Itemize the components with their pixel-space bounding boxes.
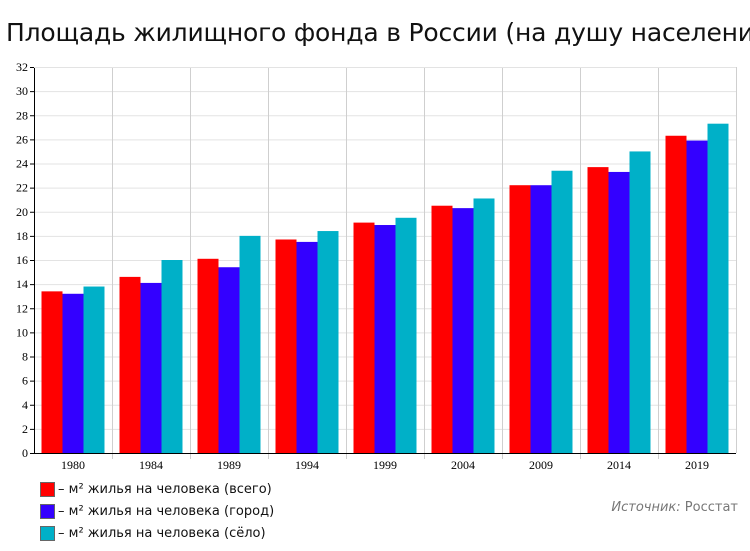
bar xyxy=(707,123,729,453)
bar xyxy=(296,241,318,453)
bar xyxy=(587,167,609,453)
legend-label-village: – м² жилья на человека (сёло) xyxy=(58,525,266,541)
bar xyxy=(431,205,453,453)
y-tick-label: 30 xyxy=(16,84,28,98)
bar xyxy=(665,135,687,453)
bar xyxy=(119,276,141,453)
y-tick-label: 2 xyxy=(22,422,28,436)
bar xyxy=(41,291,63,453)
y-tick-label: 12 xyxy=(16,301,28,315)
y-tick-label: 20 xyxy=(16,205,28,219)
bar xyxy=(473,198,495,453)
y-tick-label: 16 xyxy=(16,253,28,267)
legend-item-city: – м² жилья на человека (город) xyxy=(40,500,274,522)
legend-swatch-total xyxy=(40,481,55,497)
y-tick-label: 4 xyxy=(22,398,28,412)
bar xyxy=(509,185,531,453)
source-value: Росстат xyxy=(684,500,738,515)
y-tick-label: 28 xyxy=(16,108,28,122)
bar xyxy=(530,185,552,453)
y-tick-label: 8 xyxy=(22,350,28,364)
bar xyxy=(218,267,240,453)
y-tick-label: 22 xyxy=(16,181,28,195)
bar xyxy=(374,225,396,453)
y-tick-label: 24 xyxy=(16,157,28,171)
bar xyxy=(452,208,474,453)
legend-label-total: – м² жилья на человека (всего) xyxy=(58,481,272,497)
bar xyxy=(140,282,162,453)
bar xyxy=(608,171,630,453)
bar xyxy=(551,170,573,454)
legend: – м² жилья на человека (всего) – м² жиль… xyxy=(40,478,274,544)
bar xyxy=(239,235,261,453)
y-tick-label: 32 xyxy=(16,60,28,74)
legend-item-total: – м² жилья на человека (всего) xyxy=(40,478,274,500)
bar xyxy=(83,286,105,453)
bar xyxy=(161,260,183,453)
x-tick-label: 2009 xyxy=(529,458,553,472)
bar xyxy=(197,258,219,453)
bar xyxy=(353,222,375,453)
chart-title: Площадь жилищного фонда в России (на душ… xyxy=(6,18,750,47)
y-tick-label: 10 xyxy=(16,325,28,339)
x-tick-label: 1980 xyxy=(61,458,85,472)
bar xyxy=(686,140,708,454)
y-tick-label: 26 xyxy=(16,132,28,146)
legend-swatch-village xyxy=(40,525,55,541)
source-label: Источник: xyxy=(611,500,681,515)
y-tick-label: 14 xyxy=(16,277,28,291)
x-tick-label: 1994 xyxy=(295,458,319,472)
legend-swatch-city xyxy=(40,503,55,519)
x-tick-label: 2019 xyxy=(685,458,709,472)
x-tick-label: 2014 xyxy=(607,458,631,472)
x-tick-label: 1989 xyxy=(217,458,241,472)
legend-label-city: – м² жилья на человека (город) xyxy=(58,503,275,519)
x-tick-label: 1999 xyxy=(373,458,397,472)
y-tick-label: 0 xyxy=(22,446,28,460)
bar xyxy=(62,293,84,453)
x-tick-label: 1984 xyxy=(139,458,163,472)
bar xyxy=(275,239,297,453)
y-tick-label: 6 xyxy=(22,374,28,388)
bar xyxy=(395,217,417,453)
y-tick-label: 18 xyxy=(16,229,28,243)
bar xyxy=(317,231,339,453)
bar xyxy=(629,151,651,453)
x-tick-label: 2004 xyxy=(451,458,475,472)
source-note: Источник: Росстат xyxy=(611,500,738,515)
legend-item-village: – м² жилья на человека (сёло) xyxy=(40,522,274,544)
